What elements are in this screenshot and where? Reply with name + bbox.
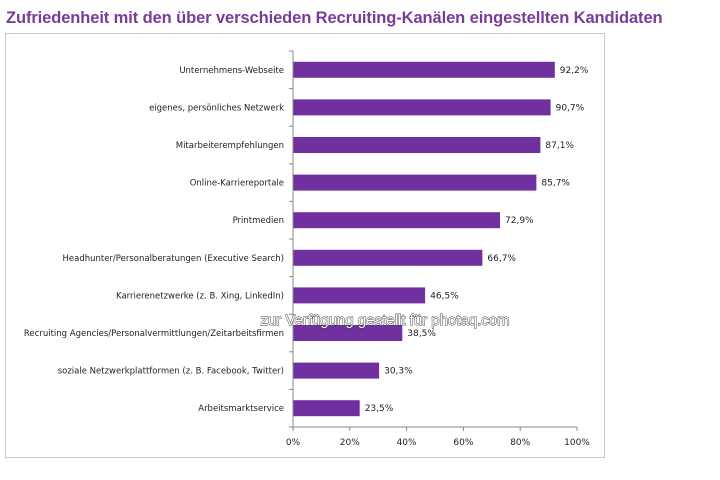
x-tick-label: 0% xyxy=(286,438,301,448)
bar xyxy=(293,287,426,304)
x-tick-label: 80% xyxy=(510,438,530,448)
category-label: Online-Karriereportale xyxy=(190,179,284,189)
data-label: 46,5% xyxy=(430,291,459,301)
data-label: 72,9% xyxy=(505,216,534,226)
x-tick-label: 20% xyxy=(340,438,360,448)
chart-title: Zufriedenheit mit den über verschieden R… xyxy=(6,9,663,27)
bar xyxy=(293,61,555,78)
data-label: 30,3% xyxy=(384,367,413,377)
x-tick-label: 60% xyxy=(453,438,473,448)
axes-group: 0% 20% 40% 60% 80% 100% xyxy=(286,50,590,448)
data-label: 66,7% xyxy=(487,254,516,264)
category-label: soziale Netzwerkplattformen (z. B. Faceb… xyxy=(58,367,284,377)
bar xyxy=(293,249,483,266)
data-label: 38,5% xyxy=(407,329,436,339)
bar xyxy=(293,325,403,341)
chart-frame xyxy=(5,33,605,458)
category-label: Karrierenetzwerke (z. B. Xing, LinkedIn) xyxy=(116,291,284,301)
bar xyxy=(293,99,551,116)
bar xyxy=(293,400,360,417)
bar xyxy=(293,137,541,153)
data-label: 85,7% xyxy=(541,179,570,189)
category-label: Unternehmens-Webseite xyxy=(179,66,284,76)
data-label: 23,5% xyxy=(365,404,394,414)
category-label: Headhunter/Personalberatungen (Executive… xyxy=(62,254,284,264)
watermark-text: zur Verfügung gestellt für photaq.com xyxy=(260,312,509,329)
category-label: eigenes, persönliches Netzwerk xyxy=(149,103,284,113)
x-tick-label: 40% xyxy=(397,438,417,448)
bar xyxy=(293,174,537,191)
bars-group: Unternehmens-Webseite 92,2% eigenes, persö… xyxy=(24,61,589,417)
category-label: Recruiting Agencies/Personalvermittlunge… xyxy=(24,329,284,339)
category-label: Printmedien xyxy=(233,216,284,226)
bar xyxy=(293,362,380,379)
category-label: Mitarbeiterempfehlungen xyxy=(176,141,284,151)
data-label: 87,1% xyxy=(545,141,574,151)
category-label: Arbeitsmarktservice xyxy=(198,404,284,414)
data-label: 92,2% xyxy=(560,66,589,76)
data-label: 90,7% xyxy=(556,103,585,113)
x-tick-label: 100% xyxy=(564,438,590,448)
bar xyxy=(293,212,500,229)
